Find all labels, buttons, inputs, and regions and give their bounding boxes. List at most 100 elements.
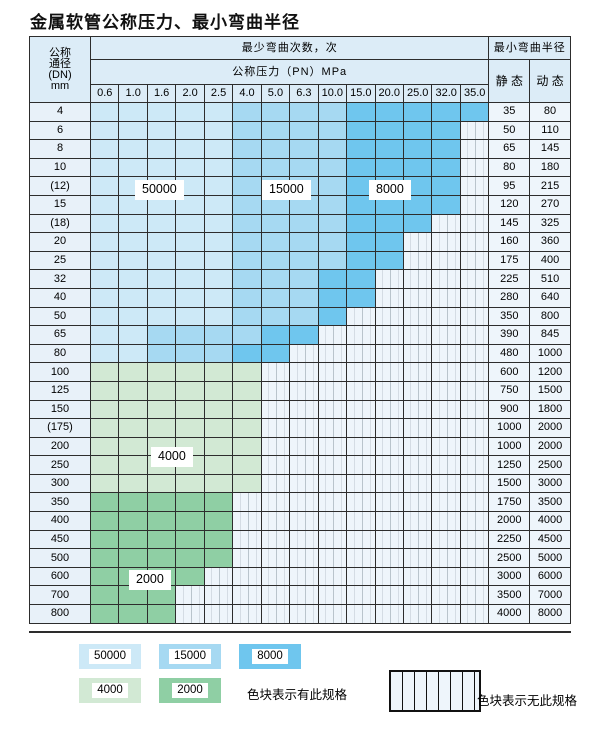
- pressure-tick-10.0: 10.0: [317, 84, 348, 103]
- pressure-tick-2.0: 2.0: [175, 84, 205, 103]
- cell-dn6-pn15.0: [346, 120, 376, 141]
- cell-dn300-pn5.0: [260, 473, 291, 494]
- cell-dn100-pn35.0: [459, 362, 490, 382]
- cell-dn80-pn1.6: [146, 343, 177, 364]
- cell-dn50-pn1.0: [118, 306, 148, 327]
- cell-dn400-pn2.5: [203, 511, 234, 531]
- cell-dn65-pn20.0: [374, 325, 404, 345]
- cell-dn32-pn2.0: [175, 269, 205, 289]
- cell-dn400-pn1.0: [118, 511, 148, 531]
- cell-dn4-pn2.5: [203, 102, 234, 122]
- dn-value-250: 250: [29, 455, 91, 475]
- group-header-radius: 最小弯曲半径: [488, 36, 571, 60]
- cell-dn(12)-pn15.0: [346, 176, 376, 196]
- cell-dn500-pn5.0: [260, 548, 291, 568]
- cell-dn450-pn10.0: [317, 529, 348, 550]
- cell-dn6-pn6.3: [289, 120, 319, 141]
- radius-static-(18): 145: [488, 213, 531, 234]
- cell-dn100-pn0.6: [89, 362, 120, 382]
- cell-dn125-pn2.5: [203, 380, 234, 401]
- cell-dn15-pn2.5: [203, 194, 234, 215]
- cell-dn15-pn25.0: [402, 194, 433, 215]
- cell-dn6-pn35.0: [459, 120, 490, 141]
- cell-dn300-pn32.0: [431, 473, 461, 494]
- cell-dn25-pn15.0: [346, 250, 376, 271]
- dn-header-line-4: mm: [50, 79, 70, 92]
- cell-dn450-pn25.0: [402, 529, 433, 550]
- pressure-tick-4.0: 4.0: [232, 84, 262, 103]
- cell-dn350-pn35.0: [459, 492, 490, 513]
- cell-dn(175)-pn0.6: [89, 418, 120, 438]
- cell-dn250-pn6.3: [289, 455, 319, 475]
- radius-dynamic-80: 1000: [529, 343, 571, 364]
- cell-dn4-pn35.0: [459, 102, 490, 122]
- table-row: 100 600 1200: [29, 362, 571, 382]
- dn-value-4: 4: [29, 102, 91, 122]
- cell-dn600-pn2.5: [203, 566, 234, 587]
- cell-dn450-pn0.6: [89, 529, 120, 550]
- cell-dn400-pn15.0: [346, 511, 376, 531]
- cell-dn10-pn20.0: [374, 157, 404, 178]
- cell-dn6-pn20.0: [374, 120, 404, 141]
- cell-dn250-pn4.0: [232, 455, 262, 475]
- cell-dn100-pn25.0: [402, 362, 433, 382]
- table-row: 50 350 800: [29, 306, 571, 327]
- cell-dn20-pn4.0: [232, 232, 262, 252]
- cell-dn50-pn10.0: [317, 306, 348, 327]
- cell-dn65-pn25.0: [402, 325, 433, 345]
- cell-dn(175)-pn2.0: [175, 418, 205, 438]
- cell-dn300-pn15.0: [346, 473, 376, 494]
- cell-dn65-pn15.0: [346, 325, 376, 345]
- cell-dn25-pn20.0: [374, 250, 404, 271]
- cell-dn15-pn35.0: [459, 194, 490, 215]
- cell-dn250-pn35.0: [459, 455, 490, 475]
- cell-dn(18)-pn0.6: [89, 213, 120, 234]
- legend-note-has-spec: 色块表示有此规格: [247, 687, 348, 702]
- cell-dn65-pn1.0: [118, 325, 148, 345]
- cell-dn(18)-pn10.0: [317, 213, 348, 234]
- cell-dn10-pn1.6: [146, 157, 177, 178]
- radius-static-350: 1750: [488, 492, 531, 513]
- cell-dn40-pn6.3: [289, 287, 319, 308]
- group-header-bend-count: 最少弯曲次数，次: [89, 36, 490, 60]
- cell-dn(175)-pn32.0: [431, 418, 461, 438]
- cell-dn8-pn25.0: [402, 139, 433, 159]
- cell-dn700-pn32.0: [431, 585, 461, 606]
- cell-dn600-pn20.0: [374, 566, 404, 587]
- cell-dn80-pn6.3: [289, 343, 319, 364]
- cell-dn300-pn10.0: [317, 473, 348, 494]
- dn-value-400: 400: [29, 511, 91, 531]
- cell-dn150-pn2.0: [175, 399, 205, 420]
- cell-dn(18)-pn2.0: [175, 213, 205, 234]
- cell-dn(12)-pn10.0: [317, 176, 348, 196]
- cell-dn150-pn15.0: [346, 399, 376, 420]
- cell-dn6-pn5.0: [260, 120, 291, 141]
- dn-value-20: 20: [29, 232, 91, 252]
- radius-dynamic-150: 1800: [529, 399, 571, 420]
- radius-static-10: 80: [488, 157, 531, 178]
- table-row: (18) 145 325: [29, 213, 571, 234]
- cell-dn40-pn1.0: [118, 287, 148, 308]
- header-row-groups: 公称 通径 (DN) mm 最少弯曲次数，次 最小弯曲半径: [29, 36, 571, 103]
- cell-dn800-pn5.0: [260, 604, 291, 624]
- cell-dn200-pn32.0: [431, 436, 461, 457]
- cell-dn125-pn4.0: [232, 380, 262, 401]
- cell-dn65-pn10.0: [317, 325, 348, 345]
- radius-dynamic-100: 1200: [529, 362, 571, 382]
- cell-dn6-pn2.5: [203, 120, 234, 141]
- dn-value-150: 150: [29, 399, 91, 420]
- cell-dn8-pn10.0: [317, 139, 348, 159]
- legend-swatch-4000: 4000: [79, 678, 141, 703]
- legend-swatch-label: 2000: [172, 682, 208, 699]
- radius-static-header: 静 态: [488, 59, 531, 103]
- cell-dn500-pn35.0: [459, 548, 490, 568]
- cell-dn20-pn35.0: [459, 232, 490, 252]
- cell-dn350-pn20.0: [374, 492, 404, 513]
- legend-swatch-label: 50000: [89, 648, 131, 665]
- radius-dynamic-32: 510: [529, 269, 571, 289]
- cell-dn350-pn10.0: [317, 492, 348, 513]
- cell-dn10-pn1.0: [118, 157, 148, 178]
- cell-dn500-pn32.0: [431, 548, 461, 568]
- cell-dn50-pn15.0: [346, 306, 376, 327]
- dn-value-6: 6: [29, 120, 91, 141]
